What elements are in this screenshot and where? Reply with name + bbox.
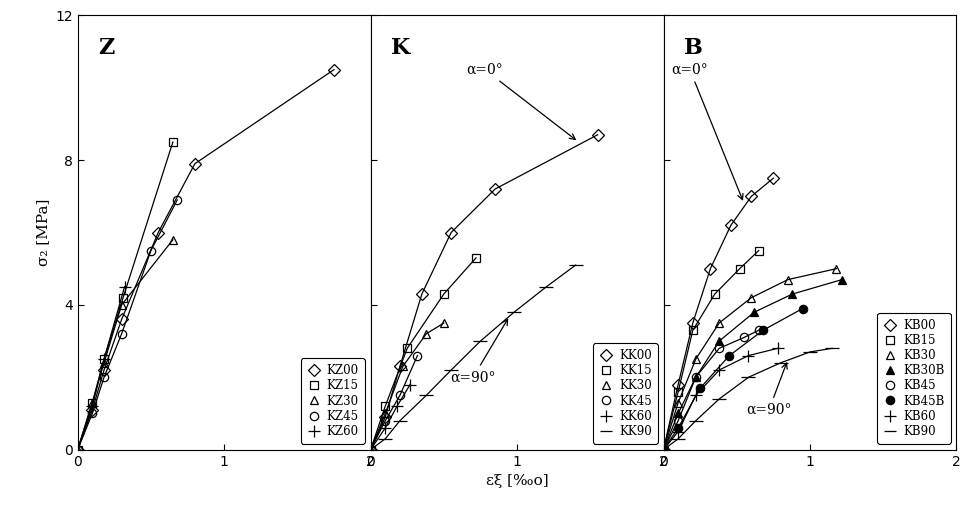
Legend: KB00, KB15, KB30, KB30B, KB45, KB45B, KB60, KB90: KB00, KB15, KB30, KB30B, KB45, KB45B, KB… <box>877 313 951 444</box>
Text: Z: Z <box>98 37 115 59</box>
Text: α=0°: α=0° <box>672 63 743 200</box>
Legend: KK00, KK15, KK30, KK45, KK60, KK90: KK00, KK15, KK30, KK45, KK60, KK90 <box>593 343 657 444</box>
Text: B: B <box>684 37 703 59</box>
X-axis label: εξ [‰o]: εξ [‰o] <box>486 474 549 488</box>
Legend: KZ00, KZ15, KZ30, KZ45, KZ60: KZ00, KZ15, KZ30, KZ45, KZ60 <box>301 359 365 444</box>
Y-axis label: σ₂ [MPa]: σ₂ [MPa] <box>36 199 50 266</box>
Text: α=90°: α=90° <box>451 319 508 384</box>
Text: α=0°: α=0° <box>466 63 575 140</box>
Text: α=90°: α=90° <box>747 363 791 417</box>
Text: K: K <box>391 37 411 59</box>
